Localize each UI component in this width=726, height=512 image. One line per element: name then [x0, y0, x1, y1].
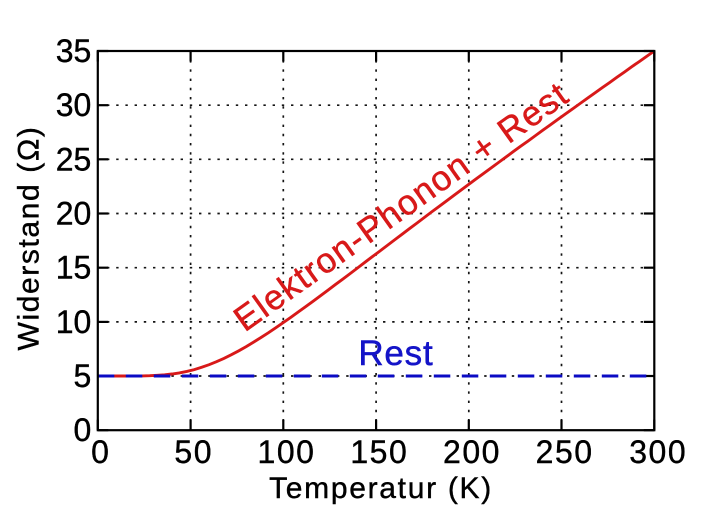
svg-text:25: 25	[56, 141, 92, 177]
svg-text:50: 50	[174, 434, 213, 470]
svg-text:Widerstand (Ω): Widerstand (Ω)	[13, 126, 46, 351]
svg-text:200: 200	[443, 434, 501, 470]
svg-text:0: 0	[91, 434, 109, 470]
svg-text:Rest: Rest	[358, 334, 433, 373]
svg-text:5: 5	[74, 358, 92, 394]
svg-text:20: 20	[56, 196, 92, 232]
svg-text:150: 150	[350, 434, 408, 470]
svg-text:35: 35	[56, 33, 92, 69]
svg-text:0: 0	[74, 412, 92, 448]
svg-text:30: 30	[56, 87, 92, 123]
svg-text:250: 250	[536, 434, 594, 470]
svg-text:10: 10	[56, 304, 92, 340]
svg-text:100: 100	[258, 434, 316, 470]
svg-text:15: 15	[56, 250, 92, 286]
svg-text:300: 300	[629, 434, 687, 470]
svg-text:Temperatur (K): Temperatur (K)	[269, 472, 493, 505]
